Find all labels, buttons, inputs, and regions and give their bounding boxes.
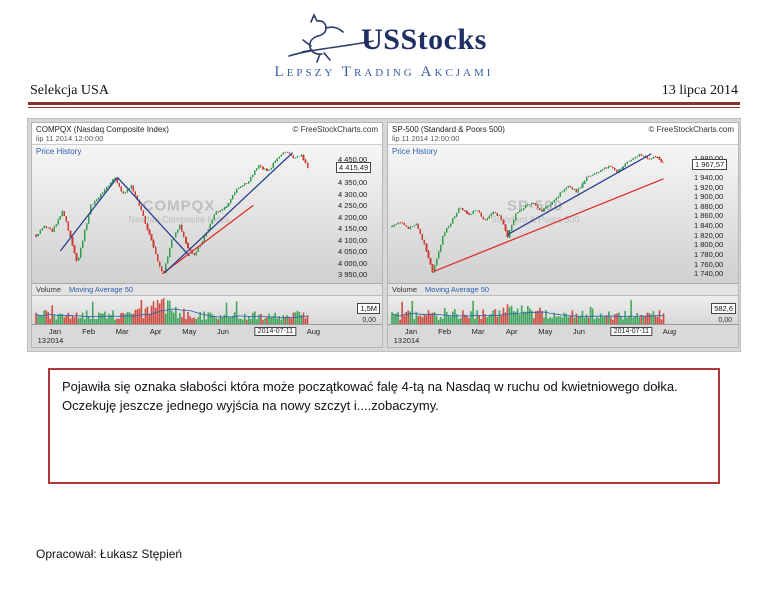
price-axis-labels: 1 980,00 1 940,001 920,001 900,001 880,00… xyxy=(692,145,738,283)
sp500-chart: SP-500 (Standard & Poors 500) © FreeStoc… xyxy=(387,122,739,348)
price-tick-label: 1 740,00 xyxy=(694,269,724,279)
chart-copyright: © FreeStockCharts.com xyxy=(292,125,378,134)
month-tick-label: Aug xyxy=(662,327,677,336)
month-tick-label: Mar xyxy=(471,327,485,336)
time-axis: Jan Feb Mar Apr May Jun Aug 13 2014 2014-07-11 xyxy=(32,324,382,347)
month-tick-label: Apr xyxy=(149,327,162,336)
month-tick-label: Aug xyxy=(306,327,321,336)
last-date-box: 2014-07-11 xyxy=(254,327,297,336)
price-tick-label: 4 300,00 xyxy=(338,189,368,199)
volume-value-box: 1,5M xyxy=(357,303,380,314)
price-tick-label: 1 760,00 xyxy=(694,259,724,269)
month-tick-label: Jan xyxy=(48,327,62,336)
year-tick-label: 13 xyxy=(393,336,402,345)
year-tick-label: 13 xyxy=(37,336,46,345)
volume-zero-label: 0,00 xyxy=(718,317,732,324)
price-tick-label: 1 900,00 xyxy=(694,192,724,202)
price-chart-svg xyxy=(391,153,665,273)
volume-label: Volume xyxy=(36,285,62,294)
volume-pane: 582,6 0,00 xyxy=(388,296,738,324)
last-price-box: 1 967,57 xyxy=(692,158,728,170)
last-date-box: 2014-07-11 xyxy=(610,327,653,336)
price-pane: Price History SP-500 Standard & Poors 50… xyxy=(388,144,738,283)
chart-subtitle: lip 11 2014 12:00:00 xyxy=(392,134,460,143)
year-tick-label: 2014 xyxy=(46,336,64,345)
volume-pane: 1,5M 0,00 xyxy=(32,296,382,324)
price-tick-label: 1 860,00 xyxy=(694,211,724,221)
month-tick-label: Jun xyxy=(572,327,585,336)
volume-value-box: 582,6 xyxy=(711,303,736,314)
commentary-text: Pojawiła się oznaka słabości która może … xyxy=(62,379,678,413)
document-date: 13 lipca 2014 xyxy=(661,83,738,98)
chart-title: COMPQX (Nasdaq Composite Index) xyxy=(36,125,169,134)
price-history-label: Price History xyxy=(36,147,82,156)
volume-header: Volume Moving Average 50 xyxy=(32,283,382,296)
volume-ma-label: Moving Average 50 xyxy=(69,285,134,294)
header-rule xyxy=(28,102,740,108)
price-chart-svg xyxy=(35,151,309,275)
volume-ma-label: Moving Average 50 xyxy=(425,285,490,294)
month-tick-label: Feb xyxy=(438,327,452,336)
section-title: Selekcja USA xyxy=(30,83,109,98)
price-tick-label: 4 000,00 xyxy=(338,258,368,268)
volume-chart-svg xyxy=(35,298,309,324)
last-price-box: 4 415,49 xyxy=(336,162,372,174)
price-tick-label: 4 050,00 xyxy=(338,247,368,257)
price-tick-label: 1 920,00 xyxy=(694,182,724,192)
month-tick-label: Jun xyxy=(216,327,229,336)
month-tick-label: Mar xyxy=(115,327,129,336)
price-tick-label: 4 150,00 xyxy=(338,224,368,234)
chart-copyright: © FreeStockCharts.com xyxy=(648,125,734,134)
price-axis-labels: 4 450,00 4 350,00 4 300,00 4 250,00 4 200,00… xyxy=(336,145,382,283)
price-tick-label: 1 780,00 xyxy=(694,249,724,259)
price-tick-label: 4 100,00 xyxy=(338,235,368,245)
price-tick-label: 1 880,00 xyxy=(694,201,724,211)
logo-text: USStocks xyxy=(361,23,487,56)
volume-label: Volume xyxy=(392,285,418,294)
month-tick-label: Jan xyxy=(404,327,418,336)
author-line: Opracował: Łukasz Stępień xyxy=(36,547,183,561)
month-tick-label: May xyxy=(182,327,197,336)
month-tick-label: Feb xyxy=(82,327,96,336)
document-header: Selekcja USA 13 lipca 2014 xyxy=(30,83,738,99)
commentary-box: Pojawiła się oznaka słabości która może … xyxy=(48,368,720,484)
price-tick-label: 3 950,00 xyxy=(338,270,368,280)
price-tick-label: 1 980,00 xyxy=(694,154,723,163)
time-axis: Jan Feb Mar Apr May Jun Aug 13 2014 2014-07-11 xyxy=(388,324,738,347)
price-history-label: Price History xyxy=(392,147,438,156)
price-tick-label: 1 840,00 xyxy=(694,221,724,231)
price-tick-label: 4 350,00 xyxy=(338,178,368,188)
chart-watermark: COMPQX Nasdaq Composite Index xyxy=(128,197,230,225)
logo-tagline: Lepszy Trading Akcjami xyxy=(274,64,494,80)
year-tick-label: 2014 xyxy=(402,336,420,345)
month-tick-label: Apr xyxy=(505,327,518,336)
chart-subtitle: lip 11 2014 12:00:00 xyxy=(36,134,104,143)
volume-chart-svg xyxy=(391,300,665,324)
price-pane: Price History COMPQX Nasdaq Composite In… xyxy=(32,144,382,283)
logo-block: USStocks Lepszy Trading Akcjami xyxy=(0,0,768,81)
price-tick-label: 4 200,00 xyxy=(338,212,368,222)
nasdaq-chart: COMPQX (Nasdaq Composite Index) © FreeSt… xyxy=(31,122,383,348)
volume-header: Volume Moving Average 50 xyxy=(388,283,738,296)
price-tick-label: 1 820,00 xyxy=(694,230,724,240)
charts-panel: COMPQX (Nasdaq Composite Index) © FreeSt… xyxy=(27,118,741,352)
price-tick-label: 1 800,00 xyxy=(694,240,724,250)
usstocks-horse-logo-icon xyxy=(281,12,377,69)
month-tick-label: May xyxy=(538,327,553,336)
price-tick-label: 4 450,00 xyxy=(338,155,368,165)
price-tick-label: 1 940,00 xyxy=(694,172,724,182)
chart-title: SP-500 (Standard & Poors 500) xyxy=(392,125,505,134)
volume-zero-label: 0,00 xyxy=(362,317,376,324)
price-tick-label: 4 250,00 xyxy=(338,201,368,211)
